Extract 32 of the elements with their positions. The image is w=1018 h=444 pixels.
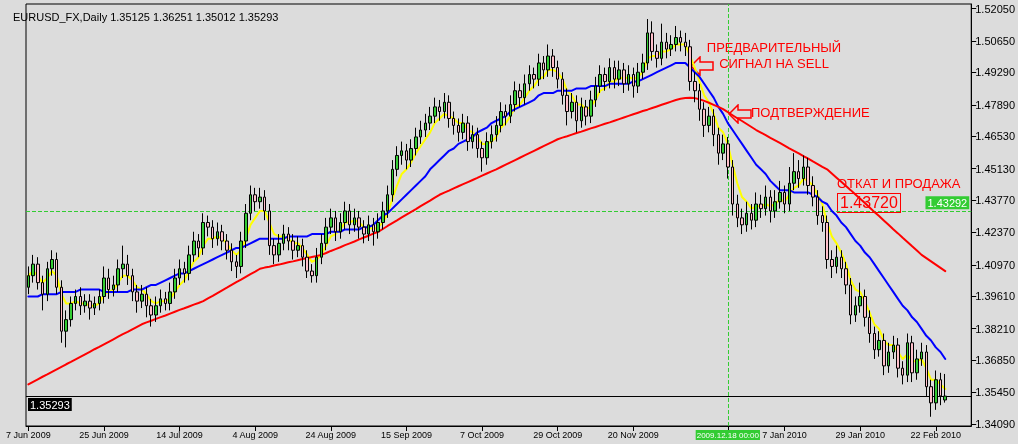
x-tick-label: 25 Jun 2009 bbox=[79, 429, 129, 440]
y-tick-label: 1.49290 bbox=[975, 66, 1015, 79]
text: EURUSD_FX,Daily 1.35125 1.36251 1.35012 1.35293 bbox=[13, 10, 279, 23]
y-tick-label: 1.45130 bbox=[975, 162, 1015, 175]
x-tick-label: 7 Jun 2009 bbox=[6, 429, 51, 440]
annotation: ПРЕДВАРИТЕЛЬНЫЙ СИГНАЛ НА SELL bbox=[705, 40, 843, 72]
y-tick-label: 1.46530 bbox=[975, 130, 1015, 143]
y-tick-label: 1.47890 bbox=[975, 98, 1015, 111]
y-tick-label: 1.42370 bbox=[975, 226, 1015, 239]
x-tick-label: 15 Sep 2009 bbox=[380, 429, 432, 440]
y-tick-label: 1.34090 bbox=[975, 417, 1015, 430]
x-tick-label: 24 Aug 2009 bbox=[305, 429, 357, 440]
x-tick-label: 2009.12.18 00:00 bbox=[696, 430, 760, 440]
y-tick-label: 1.43770 bbox=[975, 194, 1015, 207]
ref-line-label: 1.35293 bbox=[30, 398, 70, 411]
y-tick-label: 1.40970 bbox=[975, 258, 1015, 271]
y-tick-label: 1.38210 bbox=[975, 322, 1015, 335]
y-tick-label: 1.39610 bbox=[975, 290, 1015, 303]
x-tick-label: 20 Nov 2009 bbox=[607, 429, 659, 440]
ref-line-label: 1.43292 bbox=[927, 196, 968, 209]
y-tick-label: 1.52050 bbox=[975, 2, 1015, 15]
y-tick-label: 1.36850 bbox=[975, 354, 1015, 367]
x-tick-label: 7 Oct 2009 bbox=[460, 429, 505, 440]
x-tick-label: 29 Jan 2010 bbox=[835, 429, 885, 440]
x-tick-label: 22 Feb 2010 bbox=[910, 429, 962, 440]
x-tick-label: 4 Aug 2009 bbox=[232, 429, 278, 440]
x-tick-label: 14 Jul 2009 bbox=[156, 429, 203, 440]
y-tick-label: 1.50650 bbox=[975, 35, 1015, 47]
y-tick-label: 1.35450 bbox=[975, 386, 1015, 399]
annotation: ПОДТВЕРЖДЕНИЕ bbox=[751, 105, 870, 121]
x-tick-label: 7 Jan 2010 bbox=[762, 429, 807, 440]
x-tick-label: 29 Oct 2009 bbox=[533, 429, 583, 440]
